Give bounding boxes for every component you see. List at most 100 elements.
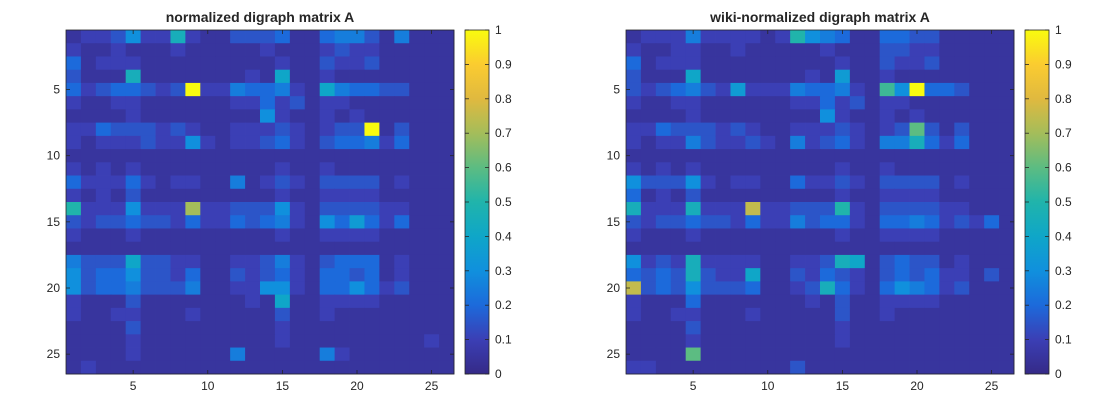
heatmap-cell [640, 122, 657, 137]
heatmap-cell [409, 360, 425, 375]
heatmap-cell [185, 135, 201, 150]
heatmap-cell [394, 188, 410, 203]
heatmap-cell [864, 334, 881, 348]
heatmap-cell [775, 82, 791, 97]
heatmap-cell [834, 347, 851, 362]
heatmap-cell [349, 334, 365, 348]
heatmap-cell [245, 360, 261, 375]
heatmap-cell [304, 82, 321, 97]
heatmap-cell [849, 135, 866, 150]
heatmap-cell [655, 281, 672, 296]
heatmap-cell [849, 334, 866, 348]
heatmap-cell [424, 56, 440, 71]
heatmap-cell [66, 122, 82, 137]
heatmap-cell [700, 122, 716, 137]
heatmap-cell [409, 254, 425, 269]
heatmap-cell [230, 96, 246, 110]
heatmap-cell [140, 109, 156, 124]
heatmap-cell [260, 202, 276, 216]
heatmap-cell [274, 254, 291, 269]
heatmap-cell [849, 175, 866, 190]
heatmap-cell [274, 43, 291, 57]
heatmap-cell [805, 175, 821, 190]
heatmap-cell [894, 321, 910, 335]
heatmap-cell [805, 281, 821, 296]
heatmap-cell [640, 82, 657, 97]
heatmap-cell [185, 69, 201, 84]
heatmap-cell [685, 69, 702, 84]
heatmap-cell [640, 268, 657, 282]
heatmap-cell [775, 268, 791, 282]
heatmap-cell [775, 175, 791, 190]
heatmap-cell [775, 96, 791, 110]
heatmap-cell [95, 254, 112, 269]
heatmap-cell [200, 281, 216, 296]
heatmap-cell [909, 321, 925, 335]
heatmap-cell [140, 254, 156, 269]
heatmap-cell [409, 215, 425, 229]
heatmap-cell [790, 69, 806, 84]
heatmap-cell [924, 241, 940, 256]
heatmap-cell [110, 307, 127, 322]
heatmap-cell [289, 334, 306, 348]
heatmap-cell [969, 215, 985, 229]
heatmap-cell [364, 43, 380, 57]
heatmap-cell [260, 294, 276, 309]
heatmap-cell [864, 360, 881, 375]
heatmap-cell [215, 254, 231, 269]
heatmap-cell [245, 109, 261, 124]
heatmap-cell [894, 294, 910, 309]
heatmap-cell [670, 334, 687, 348]
heatmap-cell [909, 69, 925, 84]
heatmap-cell [409, 82, 425, 97]
x-tick-label: 20 [350, 379, 364, 393]
heatmap-cell [670, 82, 687, 97]
heatmap-cell [685, 307, 702, 322]
heatmap-cell [95, 241, 112, 256]
heatmap-cell [730, 149, 746, 163]
heatmap-cell [185, 334, 201, 348]
heatmap-cell [685, 175, 702, 190]
heatmap-cell [439, 228, 455, 243]
heatmap-cell [185, 82, 201, 97]
heatmap-cell [984, 202, 1000, 216]
heatmap-cell [170, 307, 186, 322]
heatmap-cell [155, 30, 171, 44]
heatmap-cell [820, 149, 836, 163]
heatmap-cell [409, 294, 425, 309]
heatmap-panel-left: normalized digraph matrix A 5 10 15 20 25510… [47, 9, 512, 393]
heatmap-cell [439, 268, 455, 282]
heatmap-cell [349, 122, 365, 137]
heatmap-cell [409, 228, 425, 243]
x-tick-label: 15 [276, 379, 290, 393]
heatmap-cell [894, 254, 910, 269]
heatmap-cell [200, 307, 216, 322]
heatmap-cell [80, 43, 97, 57]
heatmap-cell [864, 268, 881, 282]
y-tick-label: 5 [613, 83, 620, 97]
heatmap-cell [879, 122, 896, 137]
heatmap-cell [954, 96, 970, 110]
heatmap-cell [999, 307, 1015, 322]
heatmap-cell [655, 30, 672, 44]
heatmap-cell [849, 149, 866, 163]
heatmap-cell [66, 149, 82, 163]
heatmap-cell [439, 43, 455, 57]
heatmap-cell [110, 294, 127, 309]
heatmap-cell [394, 360, 410, 375]
heatmap-panel-right: wiki-normalized digraph matrix A 5 10 15 20… [607, 9, 1072, 393]
heatmap-cell [790, 149, 806, 163]
heatmap-cell [864, 188, 881, 203]
heatmap-cell [730, 307, 746, 322]
heatmap-cell [125, 228, 142, 243]
heatmap-cell [879, 268, 896, 282]
heatmap-cell [95, 228, 112, 243]
heatmap-cell [715, 294, 731, 309]
heatmap-cell [954, 334, 970, 348]
heatmap-cell [655, 135, 672, 150]
heatmap-cell [760, 281, 776, 296]
heatmap-cell [685, 96, 702, 110]
colorbar-tick-label: 0.7 [1055, 126, 1072, 140]
heatmap-cell [230, 254, 246, 269]
